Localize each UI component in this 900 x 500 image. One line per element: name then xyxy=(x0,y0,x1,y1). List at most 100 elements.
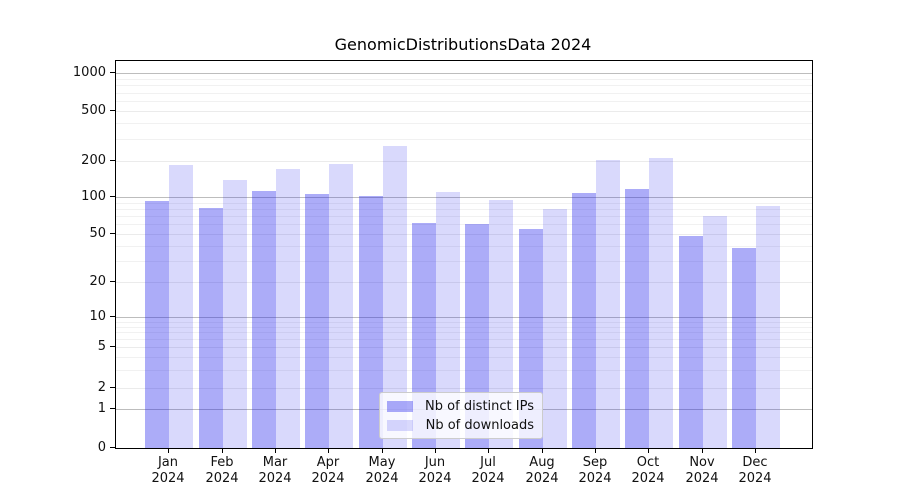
bar-downloads xyxy=(275,169,300,448)
minor-gridline xyxy=(116,332,812,334)
y-tick-mark xyxy=(110,346,115,347)
x-tick-mark xyxy=(702,448,703,453)
gridline xyxy=(116,161,812,162)
y-tick-mark xyxy=(110,233,115,234)
gridline xyxy=(116,347,812,348)
bar-distinct-ips xyxy=(358,196,383,448)
x-tick-mark xyxy=(222,448,223,453)
x-tick-month: Sep xyxy=(582,455,608,470)
x-tick-label: Apr 2024 xyxy=(296,455,360,487)
y-tick-label: 500 xyxy=(81,103,106,118)
minor-gridline xyxy=(116,78,812,80)
y-tick-label: 1000 xyxy=(72,65,106,80)
minor-gridline xyxy=(116,202,812,204)
minor-gridline xyxy=(116,260,812,262)
x-tick-year: 2024 xyxy=(525,471,559,486)
y-tick-mark xyxy=(110,447,115,448)
x-tick-label: Sep 2024 xyxy=(563,455,627,487)
minor-gridline xyxy=(116,92,812,94)
x-tick-month: Mar xyxy=(262,455,288,470)
y-tick-mark xyxy=(110,196,115,197)
x-tick-mark xyxy=(542,448,543,453)
chart-title: GenomicDistributionsData 2024 xyxy=(334,35,592,54)
x-tick-mark xyxy=(382,448,383,453)
y-tick-label: 2 xyxy=(97,380,106,395)
bar-downloads xyxy=(542,208,567,448)
x-tick-year: 2024 xyxy=(311,471,345,486)
x-tick-label: Feb 2024 xyxy=(190,455,254,487)
x-tick-year: 2024 xyxy=(418,471,452,486)
legend-label: Nb of downloads xyxy=(425,417,534,433)
x-tick-label: Nov 2024 xyxy=(670,455,734,487)
x-tick-year: 2024 xyxy=(205,471,239,486)
x-tick-year: 2024 xyxy=(578,471,612,486)
x-tick-year: 2024 xyxy=(631,471,665,486)
x-tick-label: Jul 2024 xyxy=(456,455,520,487)
legend-item: Nb of distinct IPs xyxy=(387,398,534,414)
y-tick-label: 200 xyxy=(81,153,106,168)
bar-distinct-ips xyxy=(625,189,650,448)
x-tick-mark xyxy=(275,448,276,453)
minor-gridline xyxy=(116,216,812,218)
minor-gridline xyxy=(116,224,812,226)
legend-label: Nb of distinct IPs xyxy=(425,398,534,414)
x-tick-month: Jun xyxy=(424,455,446,470)
y-tick-label: 10 xyxy=(89,309,106,324)
x-tick-mark xyxy=(328,448,329,453)
bar-downloads xyxy=(649,157,674,448)
x-tick-label: Oct 2024 xyxy=(616,455,680,487)
legend-swatch-distinct-ips xyxy=(387,400,413,412)
bar-distinct-ips xyxy=(198,208,223,448)
gridline xyxy=(116,197,812,198)
bar-downloads xyxy=(595,160,620,448)
bar-downloads xyxy=(222,179,247,448)
x-tick-label: Jan 2024 xyxy=(136,455,200,487)
minor-gridline xyxy=(116,101,812,102)
x-tick-label: Mar 2024 xyxy=(243,455,307,487)
x-tick-year: 2024 xyxy=(365,471,399,486)
minor-gridline xyxy=(116,321,812,323)
bar-downloads xyxy=(169,165,194,448)
legend-item: Nb of downloads xyxy=(387,417,534,433)
bar-downloads xyxy=(702,216,727,448)
bar-distinct-ips xyxy=(731,248,756,448)
gridline xyxy=(116,234,812,235)
x-tick-year: 2024 xyxy=(685,471,719,486)
y-tick-mark xyxy=(110,110,115,111)
x-tick-year: 2024 xyxy=(738,471,772,486)
gridline xyxy=(116,282,812,283)
bar-downloads xyxy=(755,206,780,448)
x-tick-mark xyxy=(435,448,436,453)
bar-distinct-ips xyxy=(678,236,703,448)
x-tick-year: 2024 xyxy=(151,471,185,486)
minor-gridline xyxy=(116,208,812,210)
x-tick-label: Jun 2024 xyxy=(403,455,467,487)
bar-distinct-ips xyxy=(251,191,276,448)
bar-distinct-ips xyxy=(145,201,170,448)
minor-gridline xyxy=(116,245,812,247)
gridline xyxy=(116,73,812,74)
x-tick-month: Apr xyxy=(316,455,340,470)
minor-gridline xyxy=(116,85,812,87)
legend-swatch-downloads xyxy=(387,419,413,431)
x-tick-year: 2024 xyxy=(471,471,505,486)
minor-gridline xyxy=(116,369,812,371)
x-tick-label: May 2024 xyxy=(350,455,414,487)
x-tick-mark xyxy=(648,448,649,453)
y-tick-mark xyxy=(110,408,115,409)
plot-area xyxy=(115,60,813,449)
legend: Nb of distinct IPs Nb of downloads xyxy=(379,392,543,439)
bar-downloads xyxy=(329,163,354,448)
x-tick-mark xyxy=(595,448,596,453)
minor-gridline xyxy=(116,138,812,140)
y-tick-label: 50 xyxy=(89,226,106,241)
x-tick-year: 2024 xyxy=(258,471,292,486)
gridline xyxy=(116,317,812,318)
y-tick-mark xyxy=(110,316,115,317)
x-tick-month: Nov xyxy=(689,455,715,470)
minor-gridline xyxy=(116,123,812,125)
x-tick-label: Dec 2024 xyxy=(723,455,787,487)
y-tick-mark xyxy=(110,160,115,161)
y-tick-label: 5 xyxy=(97,339,106,354)
